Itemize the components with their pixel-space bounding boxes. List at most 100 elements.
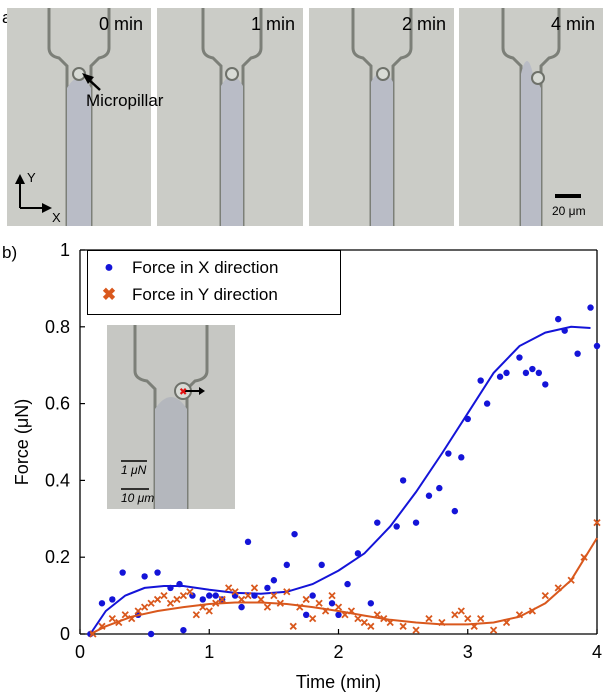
y-tick-label: 1	[60, 240, 70, 260]
legend-label-y: Force in Y direction	[132, 285, 278, 304]
micropillar-arrow	[15, 73, 101, 213]
data-point-x	[335, 611, 342, 618]
scale-bar-label: 20 μm	[552, 204, 586, 218]
svg-text:✖: ✖	[179, 387, 187, 398]
data-point-y	[147, 599, 155, 607]
data-point-y	[218, 595, 226, 604]
data-point-y	[231, 588, 239, 596]
data-point-x	[574, 350, 581, 357]
data-point-y	[237, 595, 246, 604]
data-point-x	[147, 630, 155, 638]
data-point-x	[109, 596, 116, 603]
data-point-x	[167, 584, 174, 592]
data-point-y	[289, 622, 297, 630]
y-tick-label: 0	[60, 624, 70, 644]
panel-b-label: b)	[2, 243, 18, 262]
inset-force-scale: 1 μN	[121, 463, 147, 477]
data-point-y	[438, 618, 446, 627]
data-point-x	[561, 327, 568, 334]
data-point-x	[458, 454, 465, 461]
y-tick-label: 0.2	[45, 547, 70, 567]
data-point-x	[412, 519, 420, 526]
data-point-x	[436, 484, 443, 492]
data-point-y	[166, 599, 175, 607]
legend-label-x: Force in X direction	[132, 258, 279, 277]
micrograph-image	[459, 8, 603, 226]
force-chart: 0 1 2 3 4 0 0.2 0.4 0.6 0.8 1 Time (min) Force (μN)	[12, 240, 602, 692]
data-point-x	[238, 603, 245, 611]
data-point-y	[321, 607, 330, 615]
fit-line-y	[89, 537, 598, 635]
data-point-x	[393, 523, 400, 530]
micrograph-frame-2: 2 min	[309, 8, 454, 226]
data-point-x	[374, 519, 381, 526]
data-point-y	[528, 607, 537, 615]
legend-dot-icon: ●	[104, 259, 114, 276]
data-point-y	[541, 591, 549, 600]
data-point-y	[186, 588, 194, 596]
micrograph-frame-3: 4 min 20 μm	[459, 8, 603, 226]
fit-line-x	[89, 325, 591, 635]
data-point-x	[251, 592, 258, 599]
data-point-y	[160, 591, 168, 600]
data-point-y	[179, 591, 188, 600]
data-point-y	[515, 611, 524, 619]
data-point-x	[328, 600, 336, 607]
data-point-x	[119, 569, 126, 576]
data-point-y	[328, 591, 336, 600]
data-point-y	[386, 618, 394, 627]
x-tick-label: 4	[592, 642, 602, 662]
data-point-y	[399, 622, 407, 630]
data-point-y	[380, 615, 388, 623]
data-point-y	[270, 591, 278, 600]
data-point-y	[140, 603, 149, 611]
data-point-y	[108, 615, 116, 623]
chart-legend: ● Force in X direction ✖ Force in Y dire…	[87, 250, 341, 315]
data-point-y	[121, 611, 129, 619]
data-point-y	[173, 595, 181, 604]
data-point-y	[334, 603, 343, 611]
data-point-x	[542, 381, 549, 388]
data-point-y	[470, 622, 478, 630]
frame-time-label: 2 min	[401, 14, 446, 34]
legend-entry-x: ● Force in X direction	[100, 258, 278, 278]
data-point-y	[425, 615, 433, 623]
data-point-y	[567, 576, 575, 584]
data-point-y	[477, 615, 485, 623]
data-point-y	[309, 615, 317, 623]
inset-micrograph: ✖ 1 μN 10 μm	[107, 325, 235, 509]
y-axis-label: Force (μN)	[12, 399, 32, 485]
micrograph-image	[309, 8, 454, 226]
data-point-y	[283, 588, 291, 596]
data-point-x	[425, 492, 433, 499]
data-point-y	[276, 599, 284, 607]
data-point-y	[192, 611, 200, 619]
data-point-x	[309, 592, 316, 599]
data-point-y	[347, 607, 356, 615]
data-point-y	[98, 622, 106, 630]
data-point-x	[535, 369, 543, 377]
data-point-x	[445, 450, 452, 457]
data-point-y	[580, 553, 588, 561]
data-point-y	[128, 615, 136, 623]
data-point-x	[483, 400, 491, 407]
frame-time-label: 0 min	[98, 14, 143, 34]
micrograph-frame-0: 0 min	[7, 8, 151, 226]
data-point-y	[464, 615, 472, 623]
axis-x-label: X	[52, 210, 61, 225]
data-point-x	[141, 573, 148, 580]
data-point-x	[154, 569, 161, 576]
data-point-y	[212, 599, 220, 607]
x-tick-label: 2	[333, 642, 343, 662]
data-point-x	[367, 600, 375, 607]
data-point-y	[115, 618, 123, 627]
data-point-y	[373, 611, 381, 619]
data-point-y	[341, 611, 349, 619]
data-point-y	[153, 595, 162, 604]
data-point-y	[263, 603, 272, 611]
data-point-y	[250, 584, 259, 592]
inset-length-scale: 10 μm	[121, 491, 155, 505]
legend-x-icon: ✖	[101, 285, 117, 304]
data-point-x	[291, 530, 298, 538]
micrograph-image	[7, 8, 151, 226]
